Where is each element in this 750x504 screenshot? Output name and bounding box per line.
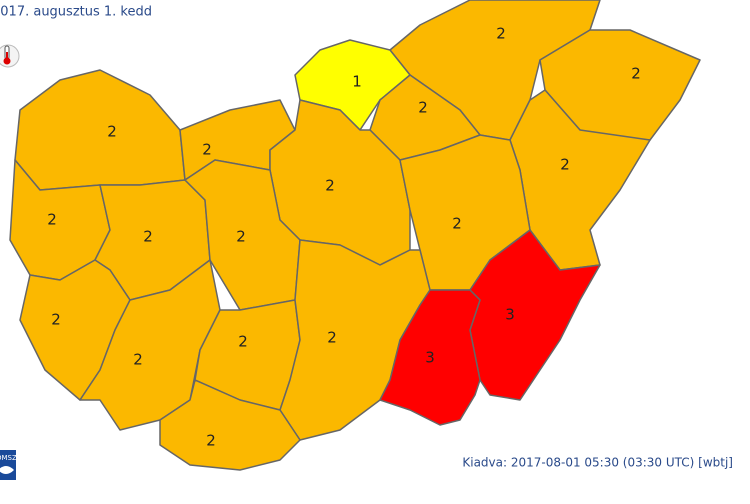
county-level: 2 xyxy=(47,211,57,229)
county-level: 2 xyxy=(452,215,462,233)
county-level: 2 xyxy=(631,65,641,83)
county-level: 2 xyxy=(51,311,61,329)
county-level: 2 xyxy=(206,432,216,450)
county xyxy=(379,289,481,426)
county-level: 2 xyxy=(107,123,117,141)
logo: OMSZ xyxy=(0,450,17,480)
logo-text: OMSZ xyxy=(0,454,17,462)
county-level: 2 xyxy=(133,351,143,369)
county-level: 2 xyxy=(202,141,212,159)
county-level: 2 xyxy=(560,156,570,174)
county xyxy=(159,379,301,471)
county-level: 1 xyxy=(352,73,362,91)
county-level: 2 xyxy=(418,99,428,117)
county-level: 3 xyxy=(505,306,515,324)
county-level: 2 xyxy=(238,333,248,351)
issued-time: Kiadva: 2017-08-01 05:30 (03:30 UTC) [wb… xyxy=(462,456,733,470)
county-level: 3 xyxy=(425,349,435,367)
date: 2017. augusztus 1. kedd xyxy=(0,5,152,20)
county-level: 2 xyxy=(236,228,246,246)
county-level: 2 xyxy=(143,228,153,246)
county-level: 2 xyxy=(327,329,337,347)
thermometer-icon xyxy=(0,44,20,68)
county-level: 2 xyxy=(325,177,335,195)
county-level: 2 xyxy=(496,25,506,43)
county xyxy=(14,69,186,191)
